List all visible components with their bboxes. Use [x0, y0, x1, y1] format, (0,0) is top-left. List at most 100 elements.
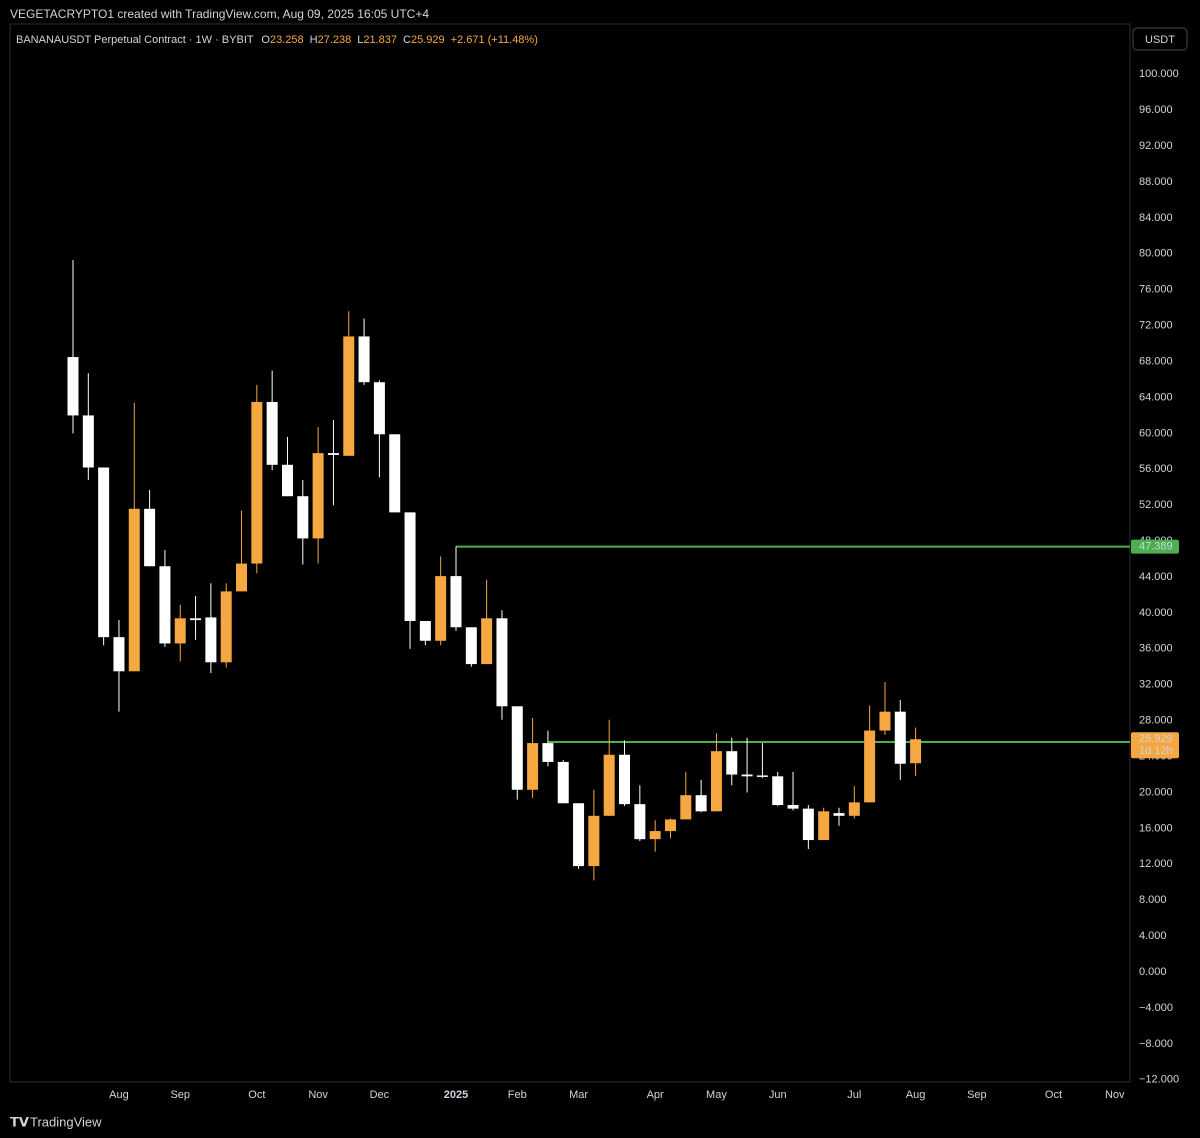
legend: BANANAUSDT Perpetual Contract · 1W · BYB…: [16, 34, 538, 46]
legend-value: 23.258: [270, 34, 304, 46]
legend-label: C: [403, 34, 411, 46]
candle-body: [144, 508, 156, 567]
candle-body: [419, 621, 431, 641]
y-tick-label: 32.000: [1139, 679, 1173, 691]
y-tick-label: 68.000: [1139, 355, 1173, 367]
x-tick-label: Jul: [847, 1089, 861, 1101]
symbol: BANANAUSDT Perpetual Contract · 1W · BYB…: [16, 34, 254, 46]
candle-body: [542, 743, 554, 762]
currency[interactable]: USDT: [1145, 34, 1175, 46]
candle-body: [82, 415, 94, 468]
currency-button[interactable]: [1132, 27, 1188, 51]
candle-body: [802, 808, 814, 841]
candle-body: [297, 496, 309, 539]
y-tick-label: 96.000: [1139, 104, 1173, 116]
y-tick-label: −4.000: [1139, 1002, 1173, 1014]
candle-body: [619, 754, 631, 805]
y-tick-label: 76.000: [1139, 284, 1173, 296]
candle-body: [327, 453, 339, 455]
x-tick-label: Sep: [170, 1089, 190, 1101]
x-tick-label: Sep: [967, 1089, 987, 1101]
candle-body: [511, 706, 523, 790]
x-tick-label: Aug: [906, 1089, 926, 1101]
legend-label: L: [357, 34, 363, 46]
y-tick-label: 40.000: [1139, 607, 1173, 619]
candle-body: [603, 754, 615, 816]
candle-body: [113, 637, 125, 672]
y-tick-label: 72.000: [1139, 320, 1173, 332]
candle-body: [236, 563, 248, 592]
change: +2.671 (+11.48%): [451, 34, 538, 46]
credit: VEGETACRYPTO1 created with TradingView.c…: [10, 7, 429, 21]
price-tag-label: 25.929: [1139, 733, 1173, 745]
countdown: 1d 12h: [1139, 745, 1173, 757]
y-tick-label: −12.000: [1139, 1074, 1179, 1086]
y-tick-label: 4.000: [1139, 930, 1167, 942]
candle-body: [205, 617, 217, 663]
candle-body: [864, 730, 876, 803]
candle-body: [358, 336, 370, 383]
candle-body: [159, 566, 171, 644]
y-tick-label: 52.000: [1139, 499, 1173, 511]
x-tick-label: Apr: [647, 1089, 664, 1101]
y-tick-label: 36.000: [1139, 643, 1173, 655]
y-tick-label: 20.000: [1139, 786, 1173, 798]
x-tick-label: Feb: [508, 1089, 527, 1101]
candle-body: [251, 401, 263, 564]
x-tick-label: Mar: [569, 1089, 588, 1101]
candle-body: [894, 711, 906, 764]
x-tick-label: Aug: [109, 1089, 129, 1101]
y-tick-label: 0.000: [1139, 966, 1167, 978]
candle-body: [787, 805, 799, 809]
x-tick-label: May: [706, 1089, 727, 1101]
candle-body: [174, 618, 186, 644]
candle-body: [481, 618, 493, 665]
level-tag-label: 47.389: [1139, 540, 1173, 552]
candle-body: [404, 512, 416, 622]
x-tick-label: Oct: [248, 1089, 265, 1101]
candle-body: [879, 711, 891, 731]
candle-body: [910, 739, 922, 764]
y-tick-label: 44.000: [1139, 571, 1173, 583]
y-tick-label: 64.000: [1139, 391, 1173, 403]
y-tick-label: 12.000: [1139, 858, 1173, 870]
legend-label: H: [310, 34, 318, 46]
candle-body: [527, 743, 539, 790]
candle-body: [756, 775, 768, 777]
candle-body: [557, 761, 569, 804]
y-tick-label: 100.000: [1139, 68, 1179, 80]
candle-body: [726, 751, 738, 775]
y-tick-label: 28.000: [1139, 715, 1173, 727]
legend-value: 21.837: [363, 34, 397, 46]
legend-value: 25.929: [411, 34, 445, 46]
candle-body: [389, 434, 401, 513]
candle-body: [266, 401, 278, 465]
candle-body: [435, 576, 447, 641]
candle-body: [741, 774, 753, 777]
price-tag: [1131, 732, 1179, 759]
candle-body: [190, 618, 202, 621]
candle-body: [220, 591, 232, 663]
candle-body: [98, 467, 110, 638]
candle-body: [649, 831, 661, 840]
legend-label: O: [261, 34, 270, 46]
y-tick-label: 80.000: [1139, 248, 1173, 260]
candle-body: [710, 751, 722, 812]
y-tick-label: 84.000: [1139, 212, 1173, 224]
level-tag: [1131, 539, 1179, 554]
candle-body: [465, 627, 477, 665]
candle-body: [772, 776, 784, 806]
y-tick-label: 92.000: [1139, 140, 1173, 152]
candle-body: [312, 453, 324, 539]
y-tick-label: 16.000: [1139, 822, 1173, 834]
y-tick-label: 60.000: [1139, 427, 1173, 439]
candle-body: [664, 819, 676, 832]
candle-body: [496, 618, 508, 707]
x-tick-label: Jun: [769, 1089, 787, 1101]
candle-body: [281, 464, 293, 497]
candle-body: [573, 803, 585, 867]
footer-logo: 𝗧𝗩: [10, 1114, 29, 1129]
brand: TradingView: [30, 1114, 102, 1129]
